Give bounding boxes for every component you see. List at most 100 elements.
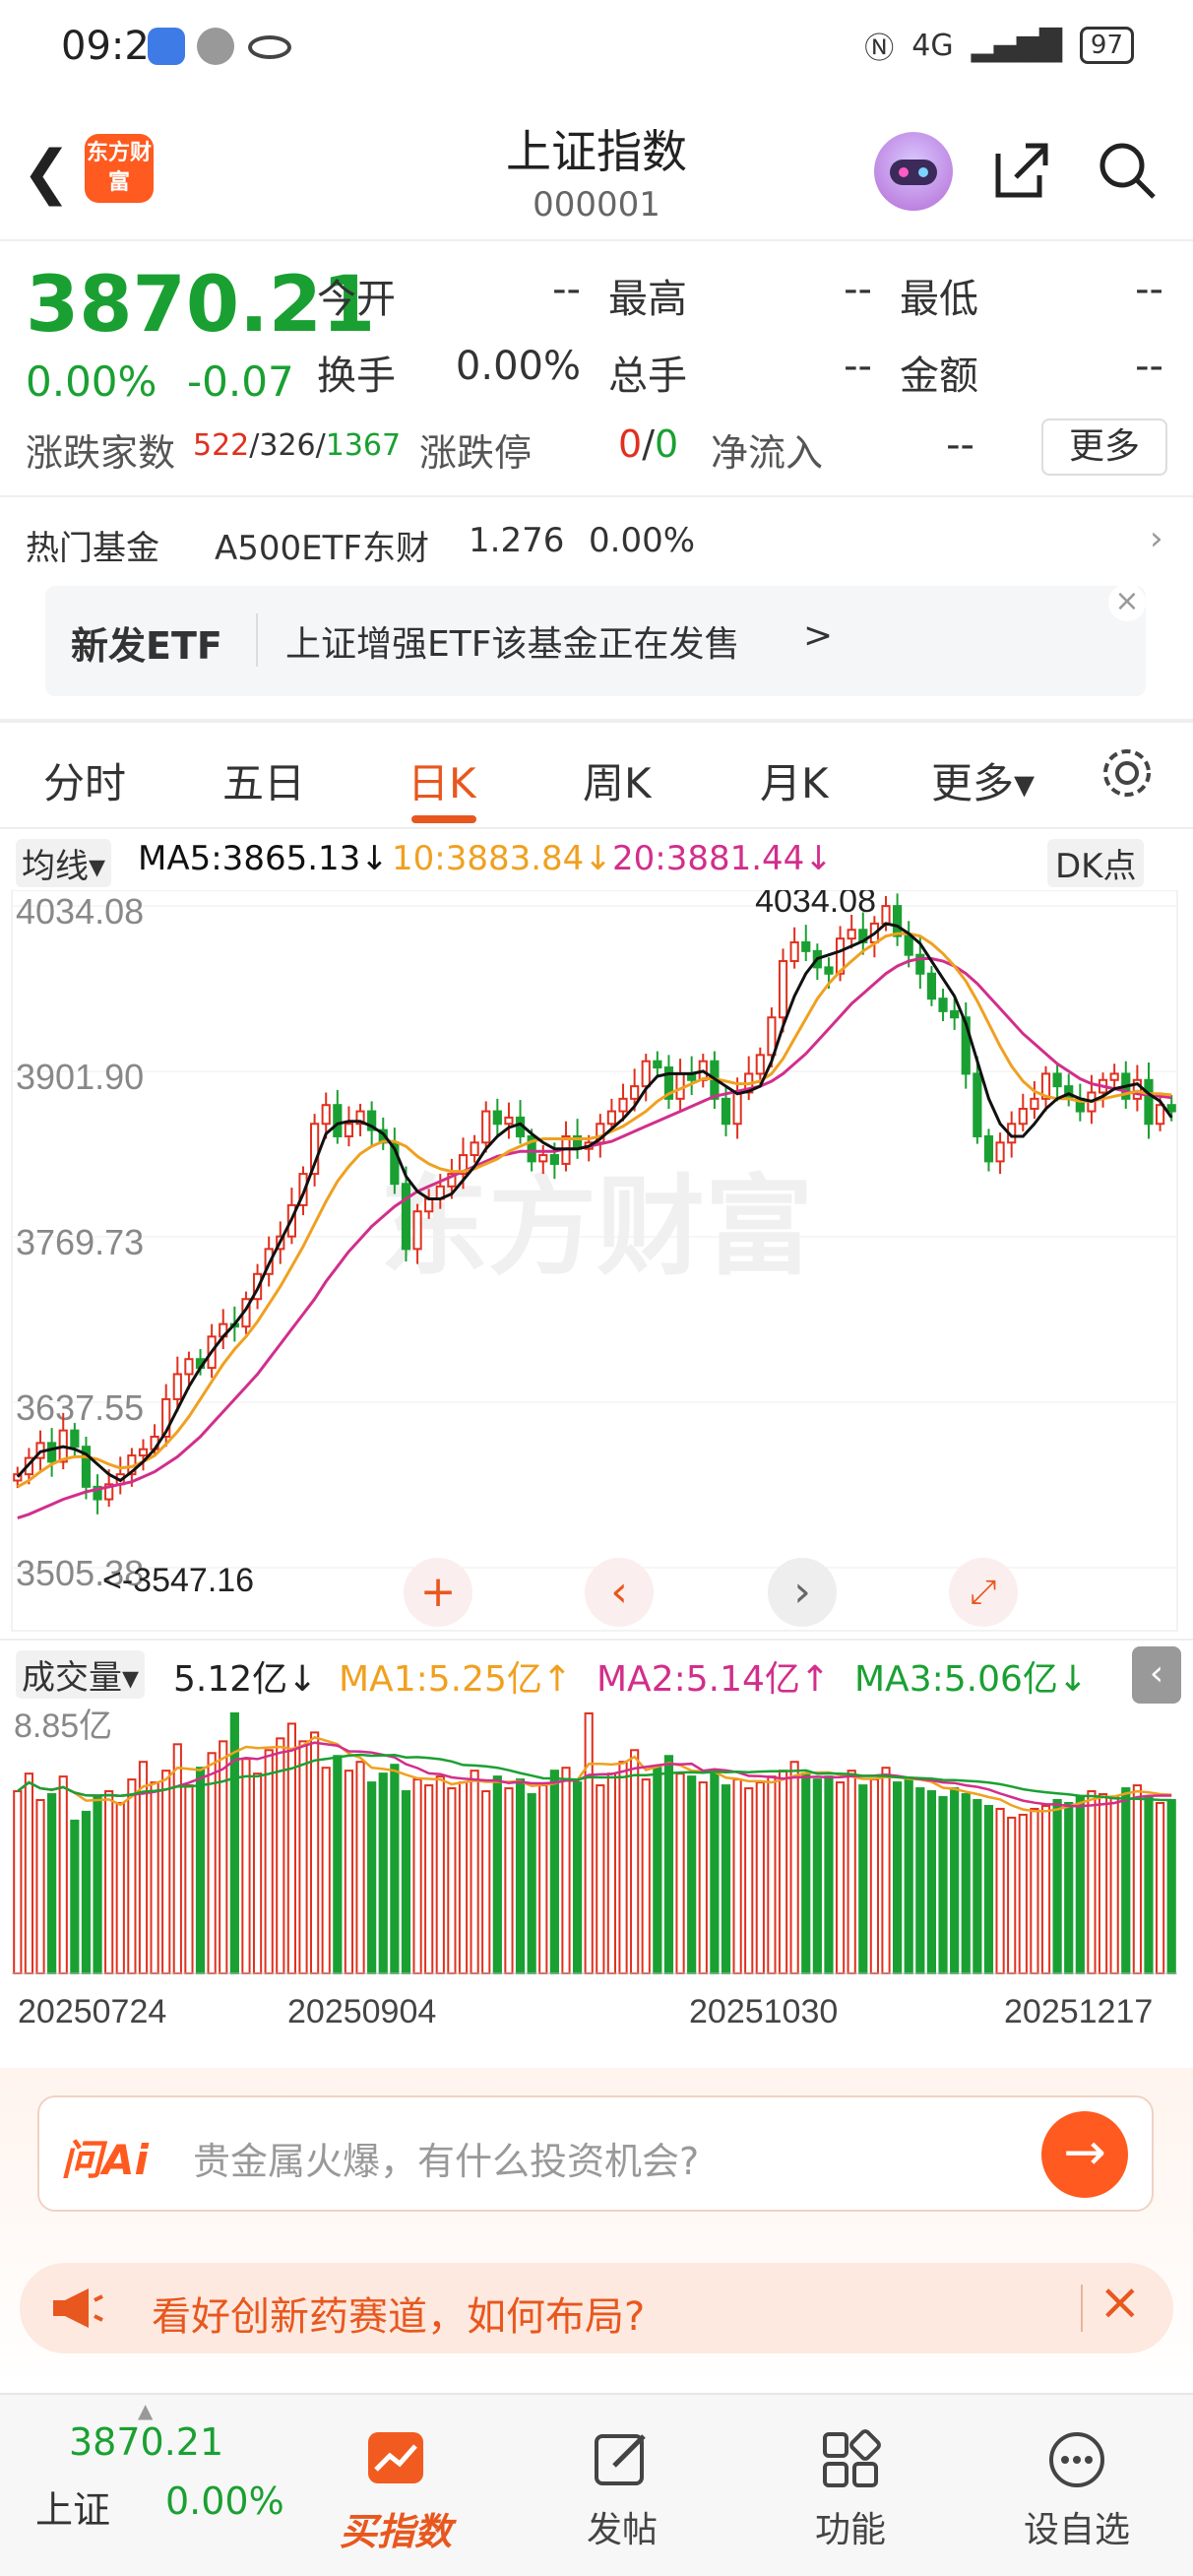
tab-intraday[interactable]: 分时	[43, 759, 127, 807]
buy-index-button[interactable]: 买指数	[307, 2395, 484, 2555]
volume-label: 总手	[608, 354, 687, 399]
new-etf-banner[interactable]: 新发ETF 上证增强ETF该基金正在发售 > ×	[45, 584, 1146, 696]
volume-bar	[698, 1781, 708, 1974]
bottom-name: 上证	[35, 2488, 111, 2532]
y-tick-label: 3505.38	[16, 1553, 144, 1593]
volume-bar	[675, 1772, 685, 1974]
banner-tag: 新发ETF	[71, 624, 222, 668]
settings-gear-icon[interactable]	[1099, 744, 1156, 802]
candle-body	[881, 905, 891, 925]
volume-bar	[1030, 1807, 1039, 1974]
candle-body	[138, 1448, 149, 1457]
ma10-value: 10:3883.84↓	[392, 839, 612, 878]
ai-search-box[interactable]: 问Ai 贵金属火爆，有什么投资机会?	[37, 2095, 1154, 2212]
zoom-in-icon[interactable]: +	[404, 1558, 472, 1627]
candle-body	[606, 1110, 617, 1126]
candle-body	[104, 1483, 114, 1501]
volume-bar	[1166, 1799, 1176, 1974]
candle-body	[847, 929, 856, 940]
watermark: 东方财富	[380, 1164, 813, 1290]
candle-body	[458, 1154, 469, 1176]
chevron-right-icon[interactable]: ›	[768, 1558, 837, 1627]
ma20-line	[17, 957, 1172, 1520]
more-button[interactable]: 更多	[1041, 419, 1167, 476]
promo-text: 看好创新药赛道，如何布局?	[152, 2294, 646, 2340]
ma10-line	[17, 932, 1172, 1489]
volume-bar	[653, 1767, 662, 1975]
volume-bar	[1155, 1801, 1165, 1974]
dec-count: 1367	[325, 428, 402, 463]
close-icon[interactable]: ×	[1099, 2273, 1142, 2332]
volume-selector[interactable]: 成交量▾	[16, 1650, 146, 1699]
chart-area[interactable]: 4034.08 3901.90 3769.73 3637.55 3505.38 东方财富 4…	[0, 882, 1193, 2062]
collapse-panel-icon[interactable]: ‹	[1132, 1646, 1181, 1704]
tab-five-day[interactable]: 五日	[222, 759, 306, 807]
ma-selector[interactable]: 均线▾	[16, 839, 112, 887]
candle-body	[755, 1054, 765, 1075]
tab-daily-k[interactable]: 日K	[408, 759, 476, 807]
volume-bar	[561, 1767, 571, 1975]
volume-bar	[115, 1801, 125, 1974]
functions-button[interactable]: 功能	[762, 2395, 939, 2552]
nfc-icon: Ⓝ	[864, 32, 895, 66]
send-arrow-icon[interactable]: →	[1041, 2111, 1128, 2198]
fullscreen-icon[interactable]: ⤢	[949, 1558, 1018, 1627]
amount-label: 金额	[900, 354, 978, 399]
volume-bar	[778, 1770, 788, 1974]
ai-placeholder[interactable]: 贵金属火爆，有什么投资机会?	[193, 2140, 700, 2183]
post-button[interactable]: 发帖	[534, 2395, 711, 2552]
eastmoney-logo[interactable]: 东方财富	[85, 134, 154, 203]
volume-max-label: 8.85亿	[14, 1707, 112, 1745]
candle-body	[298, 1173, 308, 1206]
share-icon[interactable]	[990, 138, 1053, 201]
back-arrow-icon[interactable]: ❮	[22, 138, 72, 207]
robot-face	[890, 160, 937, 185]
volume-bar	[310, 1731, 320, 1974]
search-icon[interactable]	[1095, 138, 1158, 201]
candle-body	[504, 1116, 514, 1126]
quote-panel: 3870.21 0.00% -0.07 今开 -- 最高 -- 最低 -- 换手…	[0, 241, 1193, 497]
volume-bar	[458, 1781, 469, 1974]
promo-banner[interactable]: 看好创新药赛道，如何布局? ×	[20, 2263, 1173, 2353]
volume-bar	[961, 1793, 971, 1974]
volume-bar	[81, 1810, 92, 1974]
chevron-left-icon[interactable]: ‹	[585, 1558, 654, 1627]
ai-robot-icon[interactable]	[874, 132, 953, 211]
tab-monthly-k[interactable]: 月K	[760, 759, 829, 807]
volume-bar	[606, 1772, 617, 1974]
volume-bar	[298, 1740, 308, 1974]
y-tick-label: 3769.73	[16, 1222, 144, 1262]
add-watchlist-button[interactable]: 设自选	[988, 2395, 1165, 2552]
volume-bar	[1132, 1784, 1142, 1974]
candle-body	[492, 1110, 502, 1126]
high-label: 最高	[608, 277, 687, 322]
volume-bar	[241, 1758, 251, 1975]
hot-fund-row[interactable]: 热门基金 A500ETF东财 1.276 0.00% ›	[0, 497, 1193, 586]
volume-bar	[812, 1778, 822, 1975]
volume-bar	[869, 1778, 879, 1975]
candle-body	[1040, 1072, 1051, 1100]
kline-chart[interactable]: 4034.08 3901.90 3769.73 3637.55 3505.38 东方财富 4…	[0, 882, 1193, 2062]
volume-bar	[70, 1819, 80, 1974]
volume-bar	[355, 1761, 365, 1974]
low-value: --	[1135, 267, 1163, 312]
candle-body	[893, 905, 903, 937]
tab-more[interactable]: 更多▾	[931, 759, 1036, 807]
volume-bar	[412, 1778, 422, 1975]
candle-body	[344, 1123, 354, 1137]
amount-value: --	[1135, 344, 1163, 389]
turnover-label: 换手	[317, 354, 396, 399]
app-notification-icon	[148, 28, 185, 65]
candle-body	[549, 1154, 559, 1165]
tab-weekly-k[interactable]: 周K	[583, 759, 652, 807]
y-tick-label: 4034.08	[16, 891, 144, 932]
avatar-notification-icon	[197, 28, 234, 65]
volume-bar	[915, 1787, 925, 1975]
logo-text: 东方财富	[86, 141, 152, 195]
volume-bar	[127, 1778, 137, 1975]
volume-bar	[663, 1755, 674, 1974]
close-icon[interactable]: ×	[1108, 584, 1146, 621]
dk-point-button[interactable]: DK点	[1047, 839, 1145, 887]
ma20-value: 20:3881.44↓	[612, 839, 833, 878]
candle-body	[641, 1060, 651, 1088]
